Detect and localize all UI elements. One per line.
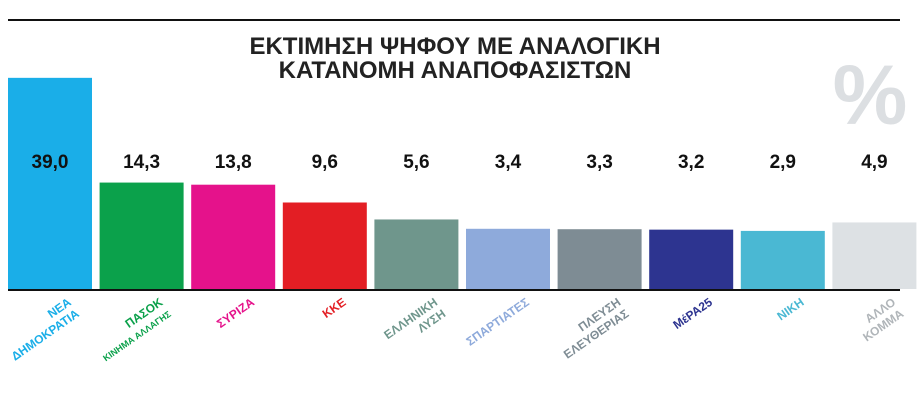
value-label: 9,6 xyxy=(312,152,338,173)
bar xyxy=(740,230,825,289)
category-label: ΜέΡΑ25 xyxy=(670,295,715,332)
value-label: 14,3 xyxy=(123,152,160,173)
chart-title: ΕΚΤΙΜΗΣΗ ΨΗΦΟΥ ΜΕ ΑΝΑΛΟΓΙΚΗ xyxy=(249,33,660,60)
bar xyxy=(466,228,550,289)
category-label: ΝΙΚΗ xyxy=(774,295,806,323)
bar xyxy=(374,219,459,289)
bar xyxy=(557,229,642,289)
category-label: ΣΠΑΡΤΙΑΤΕΣ xyxy=(464,295,532,349)
unit-symbol: % xyxy=(833,48,908,142)
value-label: 39,0 xyxy=(32,152,69,173)
value-label: 4,9 xyxy=(861,152,887,173)
category-label: ΣΥΡΙΖΑ xyxy=(214,295,257,331)
bar xyxy=(282,202,367,289)
bar xyxy=(649,229,734,289)
bar xyxy=(191,184,276,289)
bar xyxy=(8,77,92,290)
value-label: 3,2 xyxy=(678,152,704,173)
value-label: 3,4 xyxy=(495,152,522,173)
value-label: 3,3 xyxy=(586,152,612,173)
value-label: 13,8 xyxy=(215,152,252,173)
bar xyxy=(99,182,184,289)
value-label: 2,9 xyxy=(770,152,796,173)
category-label: ΔΗΜΟΚΡΑΤΙΑ xyxy=(9,306,82,363)
bar xyxy=(832,222,917,289)
category-label: ΚΚΕ xyxy=(320,295,349,321)
chart-title: ΚΑΤΑΝΟΜΗ ΑΝΑΠΟΦΑΣΙΣΤΩΝ xyxy=(279,57,632,84)
value-label: 5,6 xyxy=(403,152,429,173)
